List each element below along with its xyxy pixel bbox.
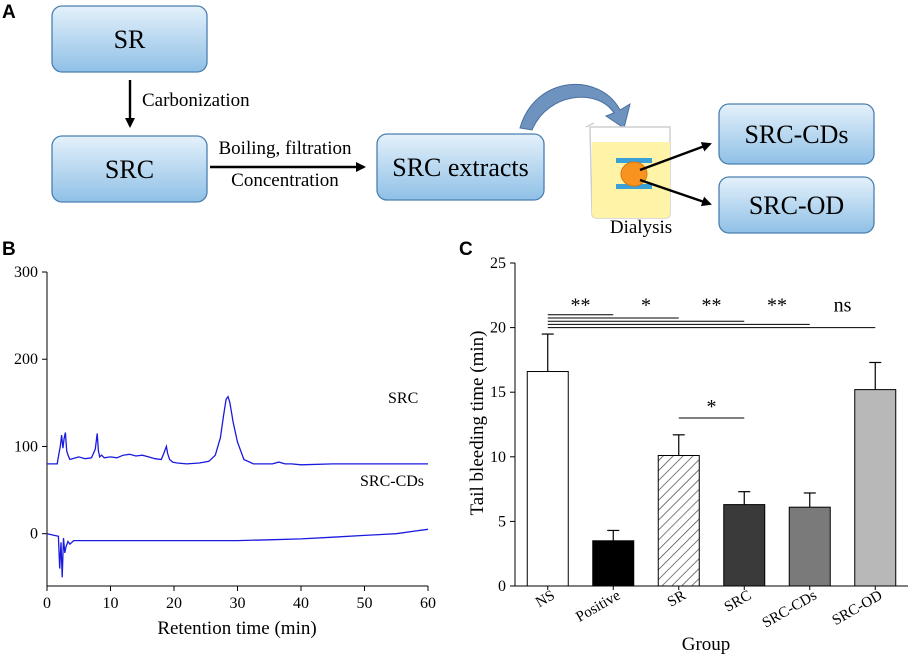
b-x-tick-label: 20 bbox=[166, 595, 182, 612]
bar-positive bbox=[592, 540, 635, 587]
sig-label-ns-src-cds: ** bbox=[767, 295, 787, 317]
src-od-box bbox=[718, 176, 875, 234]
boiling-filtration-label: Boiling, filtration bbox=[219, 138, 352, 159]
sr-box bbox=[51, 5, 208, 73]
b-y-tick-label: 100 bbox=[14, 438, 38, 455]
category-label-ns: NS bbox=[533, 588, 558, 611]
src-extracts-label: SRC extracts bbox=[392, 153, 529, 182]
dialysis-particle bbox=[620, 161, 648, 187]
chromatogram-traces bbox=[46, 395, 429, 578]
b-x-tick-label: 50 bbox=[357, 595, 373, 612]
membrane-top bbox=[616, 158, 652, 163]
panel-c: C 0 5 10 15 20 25 NS Positive SR SRC SRC-CDs SRC-OD… bbox=[459, 239, 908, 655]
src-extracts-box bbox=[376, 133, 545, 201]
to-cds-arrow bbox=[639, 142, 712, 172]
b-x-tick-label: 60 bbox=[420, 595, 436, 612]
category-label-src-cds: SRC-CDs bbox=[760, 588, 820, 632]
panel-a-letter: A bbox=[2, 2, 16, 23]
c-y-tick-label: 5 bbox=[498, 513, 506, 530]
panel-a: A SR Carbonization SRC Boiling, filtrati… bbox=[2, 2, 875, 238]
src-trace-label: SRC bbox=[388, 390, 418, 407]
carbonization-label: Carbonization bbox=[142, 90, 250, 111]
c-y-tick-label: 20 bbox=[490, 320, 506, 337]
concentration-label: Concentration bbox=[231, 170, 339, 191]
panel-b: B 0 10 20 30 40 50 60 0 100 200 300 SRC SRC-CDs Re… bbox=[2, 239, 436, 639]
src-cds-box bbox=[718, 103, 875, 165]
c-xaxis-title: Group bbox=[682, 634, 731, 655]
sig-label-sr-src: * bbox=[707, 396, 717, 418]
sig-label-ns-positive: ** bbox=[571, 295, 591, 317]
dialysis-beaker bbox=[585, 122, 671, 219]
b-x-tick-label: 30 bbox=[230, 595, 246, 612]
c-yaxis-title: Tail bleeding time (min) bbox=[467, 331, 488, 516]
c-y-tick-label: 0 bbox=[498, 578, 506, 595]
sig-label-ns-sr: * bbox=[641, 295, 651, 317]
c-y-tick-label: 15 bbox=[490, 384, 506, 401]
bar-ns bbox=[526, 371, 569, 587]
src-cds-trace-label: SRC-CDs bbox=[360, 473, 424, 490]
dialysis-label: Dialysis bbox=[610, 217, 672, 238]
sig-label-ns-src: ** bbox=[702, 295, 722, 317]
b-x-tick-label: 10 bbox=[103, 595, 119, 612]
c-y-tick-label: 10 bbox=[490, 449, 506, 466]
src-cds-chromatogram-line bbox=[46, 528, 429, 578]
b-y-tick-label: 0 bbox=[30, 526, 38, 543]
b-xaxis-title: Retention time (min) bbox=[157, 618, 316, 639]
panel-b-letter: B bbox=[2, 239, 16, 260]
src-chromatogram-line bbox=[47, 395, 428, 466]
src-cds-label: SRC-CDs bbox=[744, 120, 848, 149]
bar-chart-bars bbox=[526, 333, 897, 587]
src-box-label: SRC bbox=[105, 155, 154, 184]
c-y-tick-label: 25 bbox=[490, 255, 506, 272]
transfer-curved-arrow bbox=[519, 83, 631, 131]
category-label-sr: SR bbox=[665, 588, 689, 611]
bar-src-cds bbox=[788, 506, 831, 587]
category-label-src: SRC bbox=[722, 588, 755, 616]
sr-box-label: SR bbox=[114, 25, 146, 54]
b-x-tick-label: 40 bbox=[293, 595, 309, 612]
sig-label-ns-src-od: ns bbox=[834, 295, 852, 317]
bar-src-od bbox=[854, 389, 897, 587]
bar-src bbox=[723, 504, 766, 587]
b-y-tick-label: 300 bbox=[14, 264, 38, 281]
panel-c-letter: C bbox=[459, 239, 473, 260]
src-od-label: SRC-OD bbox=[749, 191, 844, 220]
b-y-tick-label: 200 bbox=[14, 351, 38, 368]
chromatogram-axes: 0 10 20 30 40 50 60 0 100 200 300 bbox=[14, 264, 436, 612]
bar-sr bbox=[657, 455, 700, 587]
significance-lines: ** * ** ** ns* bbox=[547, 295, 876, 419]
category-label-positive: Positive bbox=[573, 587, 623, 625]
category-label-src-od: SRC-OD bbox=[830, 588, 886, 629]
b-x-tick-label: 0 bbox=[43, 595, 51, 612]
src-box bbox=[51, 135, 208, 203]
to-od-arrow bbox=[639, 178, 712, 207]
